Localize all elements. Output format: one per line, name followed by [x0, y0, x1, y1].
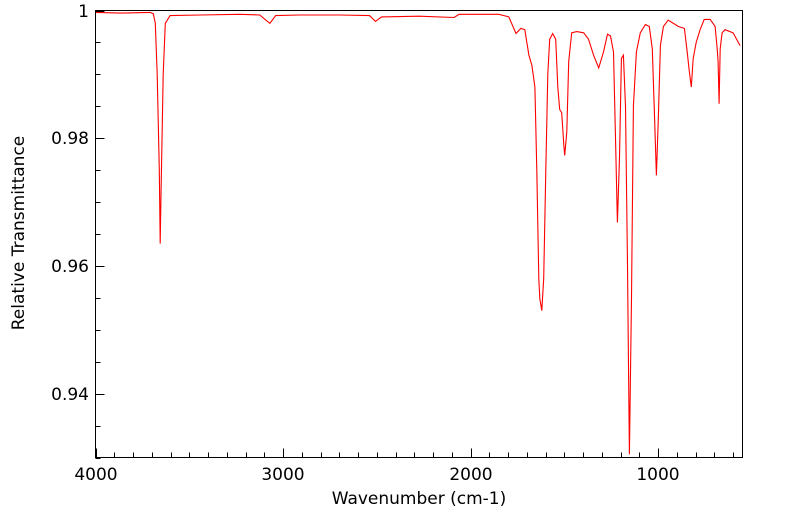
y-tick-label: 0.96 [51, 257, 89, 277]
x-axis-label: Wavenumber (cm-1) [332, 489, 507, 509]
axis-ticks [95, 11, 734, 459]
spectrum-line [95, 11, 741, 455]
plot-frame [95, 10, 743, 458]
x-tick-label: 1000 [636, 465, 679, 485]
tick-labels: 4000 3000 2000 1000 1 0.98 0.96 0.94 [51, 2, 679, 485]
y-axis-label: Relative Transmittance [9, 136, 29, 331]
x-tick-label: 4000 [74, 465, 117, 485]
y-tick-label: 1 [78, 2, 89, 22]
y-tick-label: 0.98 [51, 129, 89, 149]
y-tick-label: 0.94 [51, 385, 89, 405]
x-tick-label: 2000 [449, 465, 492, 485]
x-tick-label: 3000 [261, 465, 304, 485]
